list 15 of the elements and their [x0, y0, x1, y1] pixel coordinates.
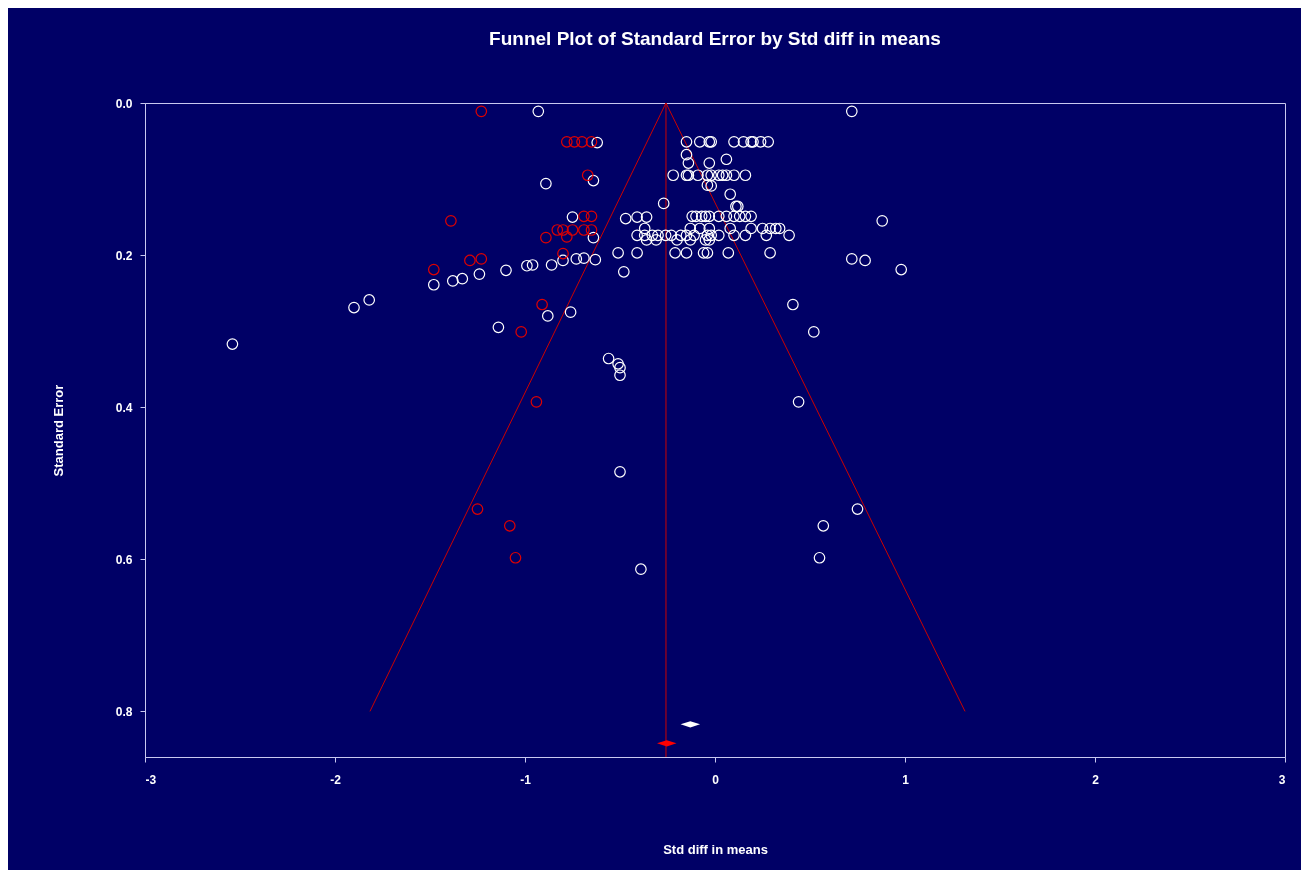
y-tick-label: 0.8	[115, 704, 133, 719]
y-tick-label: 0.2	[115, 248, 133, 263]
x-tick-label: 2	[1092, 772, 1100, 787]
y-tick-label: 0.0	[115, 96, 133, 111]
y-tick-label: 0.4	[115, 400, 133, 415]
x-tick-label: -2	[330, 772, 342, 787]
x-tick-label: 1	[902, 772, 910, 787]
y-axis-title: Standard Error	[50, 384, 66, 477]
y-tick-label: 0.6	[115, 552, 133, 567]
x-tick-label: -3	[145, 772, 157, 787]
x-tick-label: -1	[520, 772, 532, 787]
chart-title: Funnel Plot of Standard Error by Std diff in means	[489, 28, 941, 49]
x-axis-title: Std diff in means	[663, 841, 768, 857]
x-tick-label: 3	[1278, 772, 1286, 787]
x-tick-label: 0	[712, 772, 720, 787]
